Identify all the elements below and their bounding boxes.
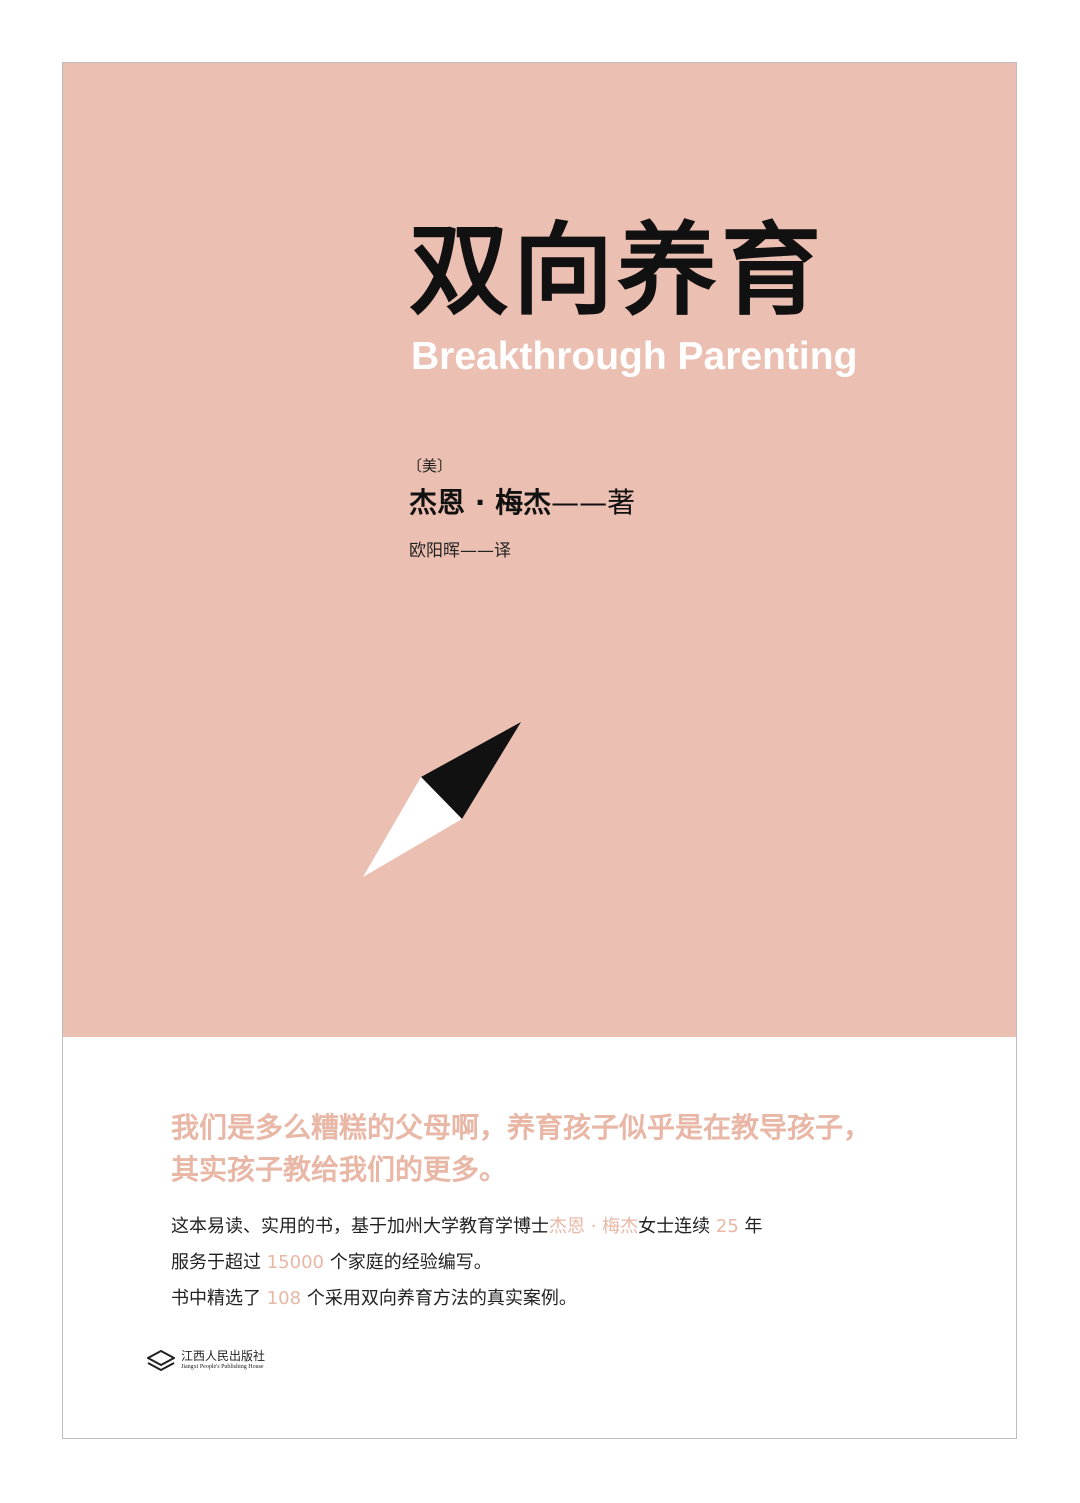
description-text: 个家庭的经验编写。 bbox=[329, 1252, 492, 1273]
tagline: 我们是多么糟糕的父母啊，养育孩子似乎是在教导孩子， 其实孩子教给我们的更多。 bbox=[171, 1107, 871, 1191]
description-text: 女士连续 bbox=[638, 1216, 711, 1237]
description-text: 这本易读、实用的书，基于加州大学教育学博士 bbox=[171, 1216, 549, 1237]
description-text: 个采用双向养育方法的真实案例。 bbox=[306, 1288, 577, 1309]
publisher: 江西人民出版社 Jiangxi People's Publishing Hous… bbox=[147, 1349, 265, 1372]
compass-needle-icon bbox=[363, 722, 521, 877]
highlight-author: 杰恩 · 梅杰 bbox=[549, 1216, 639, 1237]
author-role: ——著 bbox=[551, 486, 636, 519]
title-english: Breakthrough Parenting bbox=[411, 335, 858, 378]
publisher-name-en: Jiangxi People's Publishing House bbox=[181, 1364, 264, 1370]
translator-line: 欧阳晖——译 bbox=[409, 541, 511, 561]
description-line: 书中精选了 108 个采用双向养育方法的真实案例。 bbox=[171, 1281, 763, 1317]
description-text: 服务于超过 bbox=[171, 1252, 261, 1273]
description: 这本易读、实用的书，基于加州大学教育学博士杰恩 · 梅杰女士连续 25 年 服务… bbox=[171, 1209, 763, 1317]
publisher-text: 江西人民出版社 Jiangxi People's Publishing Hous… bbox=[181, 1349, 265, 1372]
author-nationality: 〔美〕 bbox=[407, 457, 453, 475]
cover-bottom-panel: 我们是多么糟糕的父母啊，养育孩子似乎是在教导孩子， 其实孩子教给我们的更多。 这… bbox=[63, 1037, 1016, 1440]
tagline-line: 我们是多么糟糕的父母啊，养育孩子似乎是在教导孩子， bbox=[171, 1111, 872, 1144]
cover-top-panel: 双向养育 Breakthrough Parenting 〔美〕 杰恩 · 梅杰—… bbox=[63, 63, 1016, 1037]
highlight-families: 15000 bbox=[266, 1252, 324, 1273]
description-line: 服务于超过 15000 个家庭的经验编写。 bbox=[171, 1245, 763, 1281]
description-text: 年 bbox=[744, 1216, 763, 1237]
title-chinese: 双向养育 bbox=[409, 212, 825, 329]
highlight-cases: 108 bbox=[266, 1288, 302, 1309]
author-name: 杰恩 · 梅杰 bbox=[409, 486, 552, 519]
publisher-name-zh: 江西人民出版社 bbox=[181, 1349, 266, 1363]
book-cover: 双向养育 Breakthrough Parenting 〔美〕 杰恩 · 梅杰—… bbox=[62, 62, 1017, 1439]
publisher-logo-icon bbox=[147, 1349, 175, 1371]
highlight-years: 25 bbox=[715, 1216, 739, 1237]
author-line: 杰恩 · 梅杰——著 bbox=[409, 489, 635, 517]
tagline-line: 其实孩子教给我们的更多。 bbox=[171, 1153, 508, 1186]
description-line: 这本易读、实用的书，基于加州大学教育学博士杰恩 · 梅杰女士连续 25 年 bbox=[171, 1209, 763, 1245]
description-text: 书中精选了 bbox=[171, 1288, 261, 1309]
